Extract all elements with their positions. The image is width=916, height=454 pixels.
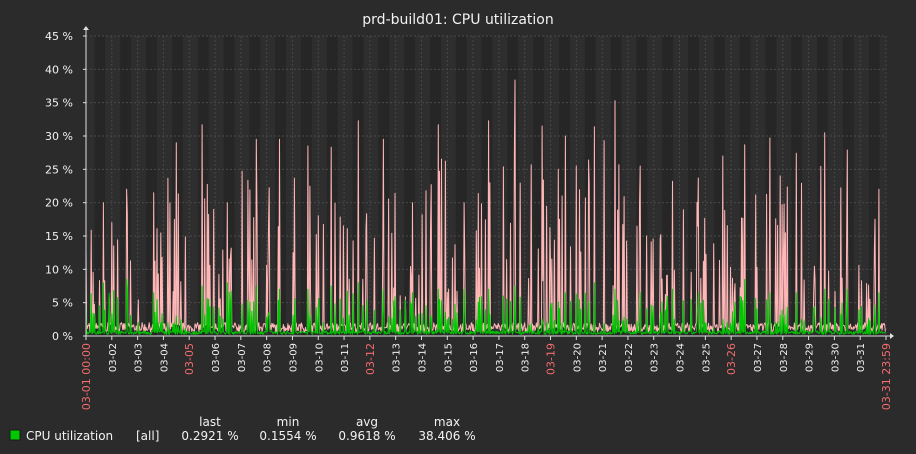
y-tick-label: 25 % [45,163,73,176]
y-tick-label: 15 % [45,230,73,243]
legend-header-last: last [199,415,221,429]
night-band [868,36,880,336]
night-band [636,36,648,336]
legend-header-avg: avg [356,415,378,429]
y-tick-label: 0 % [52,330,73,343]
x-tick-label: 03-17 [495,343,506,372]
legend-header-min: min [277,415,300,429]
night-band [455,36,467,336]
night-band [197,36,209,336]
x-tick-label: 03-27 [753,343,764,372]
y-tick-label: 20 % [45,197,73,210]
night-band [404,36,416,336]
night-band [275,36,286,336]
night-band [765,36,777,336]
legend-value-min: 0.1554 % [259,429,316,443]
y-tick-label: 40 % [45,63,73,76]
night-band [559,36,570,336]
x-tick-label: 03-29 [805,343,816,372]
x-tick-label: 03-30 [830,343,841,372]
night-band [533,36,545,336]
night-band [300,36,312,336]
x-tick-label: 03-28 [779,343,790,372]
night-band [713,36,725,336]
y-tick-label: 35 % [45,97,73,110]
night-band [430,36,441,336]
x-tick-label: 03-01 00:00 [80,343,93,410]
legend-series-name: CPU utilization [26,429,113,443]
x-tick-label: 03-18 [521,343,532,372]
y-tick-label: 5 % [52,297,73,310]
x-tick-label: 03-02 [108,343,119,372]
night-band [249,36,261,336]
x-tick-label: 03-14 [417,343,428,372]
x-tick-label: 03-11 [340,343,351,372]
x-tick-label: 03-20 [572,343,583,372]
legend-value-last: 0.2921 % [181,429,238,443]
x-tick-label: 03-04 [159,343,170,372]
axes [83,26,894,339]
night-band [507,36,519,336]
y-tick-label: 30 % [45,130,73,143]
night-band [817,36,828,336]
x-tick-label: 03-26 [725,343,738,375]
x-tick-label: 03-31 [856,343,867,372]
x-tick-label: 03-03 [134,343,145,372]
series-max-path [85,79,886,333]
x-tick-label: 03-31 23:59 [880,343,893,410]
night-band [662,36,674,336]
night-band [120,36,132,336]
x-tick-label: 03-10 [314,343,325,372]
night-band [326,36,338,336]
night-band [584,36,596,336]
x-axis-ticks: 03-01 00:00 03-02 03-03 03-04 03-05 03-06 03-0… [80,336,893,410]
x-tick-label: 03-21 [598,343,609,372]
night-band [94,36,106,336]
x-tick-label: 03-12 [364,343,377,375]
night-band [223,36,235,336]
night-band [481,36,493,336]
night-band [842,36,854,336]
series-max-line [85,79,886,333]
night-band [146,36,157,336]
x-tick-label: 03-05 [183,343,196,375]
legend-header-max: max [434,415,460,429]
y-axis-arrow [83,26,89,30]
x-tick-label: 03-16 [469,343,480,372]
legend: last min avg max CPU utilization [all] 0… [9,415,476,443]
y-axis-ticks: 0 % 5 % 10 % 15 % 20 % 25 % 30 % 35 % 40 % 45 % [45,30,86,343]
x-tick-label: 03-13 [392,343,403,372]
x-tick-label: 03-24 [676,343,687,372]
chart-title: prd-build01: CPU utilization [362,12,553,28]
y-tick-label: 45 % [45,30,73,43]
x-tick-label: 03-23 [650,343,661,372]
x-tick-label: 03-08 [263,343,274,372]
legend-series-scope: [all] [136,429,159,443]
legend-value-max: 38.406 % [418,429,475,443]
x-tick-label: 03-25 [701,343,712,372]
x-tick-label: 03-19 [545,343,558,375]
x-tick-label: 03-22 [624,343,635,372]
series-avg-line [85,278,886,335]
legend-value-avg: 0.9618 % [338,429,395,443]
night-band [610,36,622,336]
series-avg-path [85,278,886,335]
legend-color-swatch [9,429,21,441]
x-tick-label: 03-09 [288,343,299,372]
night-band [688,36,699,336]
y-tick-label: 10 % [45,263,73,276]
x-tick-label: 03-07 [237,343,248,372]
x-axis-arrow [890,333,894,339]
x-tick-label: 03-06 [211,343,222,372]
night-band [171,36,183,336]
x-tick-label: 03-15 [443,343,454,372]
